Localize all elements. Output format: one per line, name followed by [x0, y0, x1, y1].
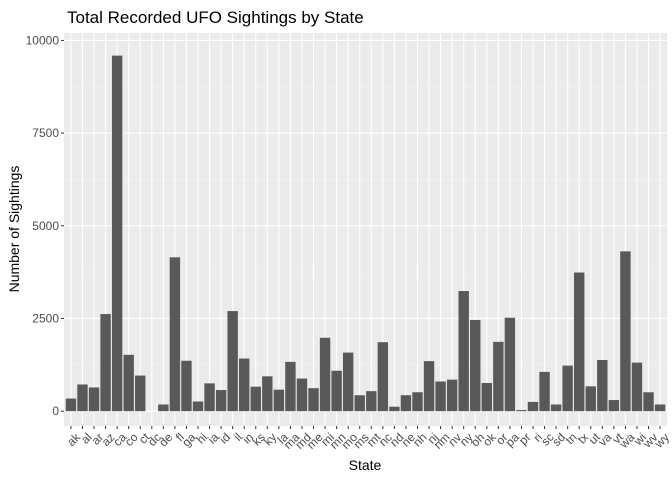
bar-mi [319, 337, 331, 412]
y-axis: 0 2500 5000 7500 10000 [26, 33, 64, 418]
bar-ny [458, 291, 469, 412]
y-tick-label: 5000 [32, 219, 59, 233]
bar-la [273, 389, 285, 412]
bar-ri [527, 401, 539, 412]
bar-fl [169, 257, 181, 412]
bar-il [227, 311, 238, 412]
bar-ia [204, 383, 215, 412]
bar-ok [481, 382, 492, 412]
bar-pr [516, 410, 527, 412]
x-axis-title: State [349, 457, 382, 473]
bar-wi [631, 362, 643, 412]
bar-ca [111, 55, 123, 412]
minor-gridlines [64, 86, 667, 366]
bar-ar [88, 387, 100, 412]
bar-ct [135, 375, 146, 412]
bar-in [239, 358, 250, 412]
bar-co [123, 354, 134, 412]
bar-hi [192, 401, 204, 412]
bar-wa [620, 251, 631, 412]
bar-me [308, 388, 319, 412]
bar-md [296, 378, 308, 412]
y-tick-label: 10000 [26, 33, 60, 47]
y-axis-title: Number of Sightings [6, 166, 22, 293]
bar-ks [250, 386, 261, 412]
bar-nv [446, 379, 458, 412]
bar-al [77, 384, 88, 412]
bar-ne [400, 395, 412, 412]
bar-sd [550, 404, 562, 412]
x-tick-label: id [217, 430, 234, 447]
bar-az [100, 314, 111, 412]
bar-ga [181, 360, 192, 412]
bar-id [215, 390, 227, 412]
y-tick-label: 7500 [32, 126, 59, 140]
x-tick-label: pr [516, 430, 533, 447]
bar-ms [354, 395, 365, 412]
bar-va [597, 360, 608, 412]
chart-title: Total Recorded UFO Sightings by State [67, 8, 364, 27]
bar-ut [585, 386, 596, 412]
bar-ak [65, 398, 77, 412]
y-tick-label: 2500 [32, 311, 59, 325]
bar-or [493, 341, 504, 412]
plot-panel [64, 33, 667, 426]
bar-mo [342, 352, 354, 412]
bar-tn [562, 365, 573, 412]
bar-nh [412, 392, 423, 412]
bar-oh [470, 319, 481, 412]
bar-mn [331, 370, 342, 412]
bar-wy [654, 404, 666, 412]
bar-wv [643, 392, 654, 412]
bar-nj [423, 361, 435, 412]
bar-nc [377, 342, 389, 412]
x-tick-label: wy [651, 430, 672, 451]
bar-vt [608, 400, 620, 412]
bar-tx [574, 272, 585, 412]
x-axis: akalarazcacoctdcdeflgahiiaidilinkskylama… [64, 426, 672, 452]
y-tick-label: 0 [52, 404, 59, 418]
bar-mt [366, 391, 377, 412]
x-tick-label: de [156, 430, 176, 450]
bar-pa [504, 317, 516, 412]
bar-ma [285, 361, 296, 412]
bar-ky [262, 376, 273, 412]
bars [65, 55, 666, 412]
bar-nd [389, 406, 400, 412]
bar-sc [539, 371, 550, 412]
bar-nm [435, 381, 446, 412]
bar-de [158, 404, 169, 412]
